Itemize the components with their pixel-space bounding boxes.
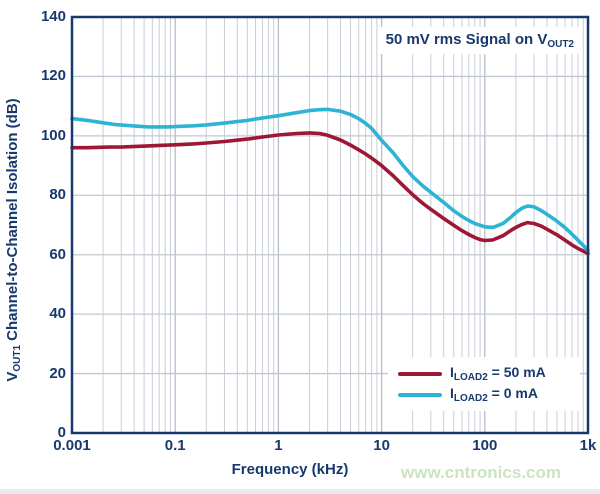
y-tick-label-120: 120 <box>40 67 66 85</box>
watermark: www.cntronics.com <box>401 463 561 482</box>
legend: ILOAD2 = 50 mA ILOAD2 = 0 mA <box>388 357 580 411</box>
x-axis-title: Frequency (kHz) <box>231 461 349 478</box>
x-tick-label-0.001: 0.001 <box>53 437 91 454</box>
y-tick-label-80: 80 <box>49 186 66 204</box>
series-line-0 <box>70 131 590 256</box>
y-tick-label-60: 60 <box>49 245 66 263</box>
legend-item-load-0ma: ILOAD2 = 0 mA <box>398 384 580 405</box>
legend-label: ILOAD2 = 0 mA <box>450 385 538 404</box>
x-tick-label-1: 1 <box>274 437 283 454</box>
series-line-1 <box>70 107 590 253</box>
x-tick-label-10: 10 <box>373 437 390 454</box>
legend-swatch-cyan-line <box>398 392 442 397</box>
y-tick-label-0: 0 <box>57 424 66 441</box>
legend-swatch-red-line <box>398 371 442 376</box>
x-tick-label-100: 100 <box>472 437 498 454</box>
y-tick-label-140: 140 <box>40 8 66 25</box>
x-tick-label-0.1: 0.1 <box>164 437 186 454</box>
bottom-divider-strip <box>0 489 600 494</box>
plot-border <box>70 15 590 435</box>
y-tick-label-100: 100 <box>40 126 66 144</box>
legend-label: ILOAD2 = 50 mA <box>450 364 546 383</box>
x-tick-label-1k: 1k <box>579 437 597 454</box>
y-tick-label-40: 40 <box>49 305 66 323</box>
y-tick-label-20: 20 <box>49 364 66 382</box>
legend-item-load-50ma: ILOAD2 = 50 mA <box>398 363 580 384</box>
chart-annotation: 50 mV rms Signal on VOUT2 <box>377 27 582 54</box>
